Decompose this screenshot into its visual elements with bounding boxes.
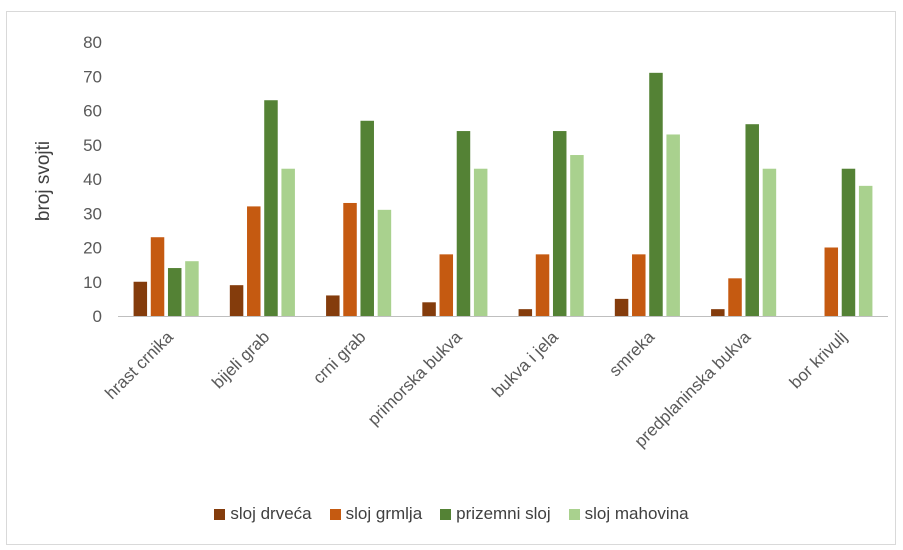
y-axis-title: broj svojti <box>33 141 54 221</box>
category-labels: hrast crnika bijeli grab crni grabprimorsk… <box>101 327 850 451</box>
bar <box>745 124 759 316</box>
bar <box>247 206 261 316</box>
legend-label: prizemni sloj <box>456 504 551 523</box>
y-tick-label: 60 <box>83 102 102 121</box>
category-label: smreka <box>605 327 658 380</box>
bar <box>762 168 777 316</box>
bar <box>264 100 278 316</box>
y-tick-label: 20 <box>83 239 102 258</box>
bar <box>614 298 629 316</box>
bar <box>570 155 584 316</box>
bar <box>649 72 663 316</box>
legend: sloj drveća sloj grmlja prizemni sloj sloj … <box>0 504 903 524</box>
y-tick-label: 10 <box>83 273 102 292</box>
bar <box>666 134 680 316</box>
bar <box>167 268 182 316</box>
legend-item: sloj mahovina <box>568 504 689 524</box>
bar <box>377 209 392 316</box>
category-label: bor krivulj <box>786 327 851 392</box>
y-tick-label: 80 <box>83 33 102 52</box>
legend-item: sloj grmlja <box>329 504 423 524</box>
y-tick-label: 0 <box>93 307 102 326</box>
category-label: bijeli grab <box>208 327 273 392</box>
bar <box>281 168 295 316</box>
bar <box>552 131 567 316</box>
bars <box>133 72 873 317</box>
category-label: crni grab <box>309 327 369 387</box>
legend-swatch <box>568 508 580 520</box>
bar <box>456 131 471 316</box>
y-tick-label: 70 <box>83 67 102 86</box>
bar <box>439 254 454 316</box>
bar <box>632 254 646 316</box>
y-axis-ticks: 0 10 20 30 40 50 60 70 80 <box>83 33 102 326</box>
bar <box>360 120 374 317</box>
legend-label: sloj grmlja <box>345 504 423 523</box>
bar <box>150 237 165 316</box>
bar <box>185 261 199 316</box>
bar <box>326 295 340 316</box>
y-tick-label: 30 <box>83 204 102 223</box>
y-tick-label: 50 <box>83 136 102 155</box>
bar <box>711 309 725 316</box>
bar <box>133 281 148 316</box>
legend-item: prizemni sloj <box>440 504 551 524</box>
legend-swatch <box>329 508 341 520</box>
legend-item: sloj drveća <box>214 504 312 524</box>
category-label: bukva i jela <box>488 327 562 401</box>
category-label: primorska bukva <box>364 327 466 429</box>
legend-label: sloj mahovina <box>584 504 689 523</box>
bar <box>343 202 357 316</box>
legend-label: sloj drveća <box>230 504 312 523</box>
bar <box>422 302 436 316</box>
bar <box>473 168 488 316</box>
bar <box>858 185 873 316</box>
bar <box>824 247 839 316</box>
bar <box>728 278 742 316</box>
bar <box>535 254 550 316</box>
category-label: hrast crnika <box>101 327 177 403</box>
bar <box>841 168 856 316</box>
legend-swatch <box>440 508 452 520</box>
bar <box>229 285 244 316</box>
y-tick-label: 40 <box>83 170 102 189</box>
legend-swatch <box>214 508 226 520</box>
bar <box>518 309 533 316</box>
